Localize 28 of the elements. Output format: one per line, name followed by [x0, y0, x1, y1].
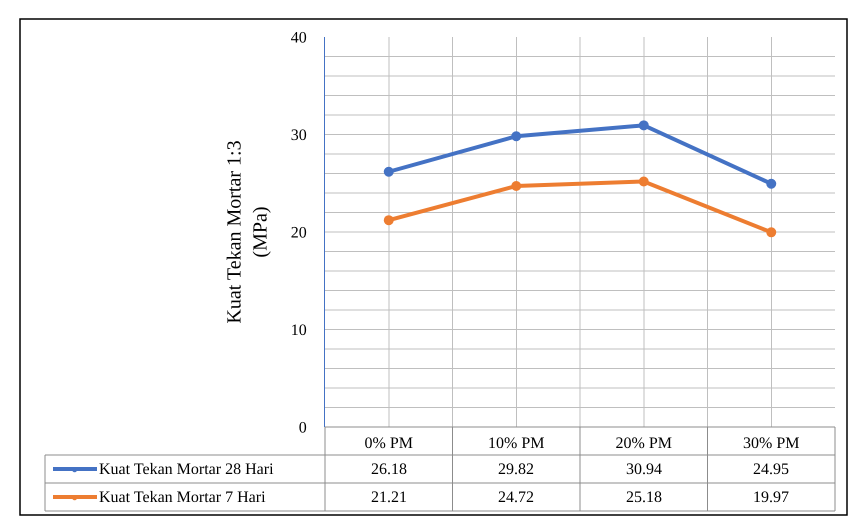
- point: [511, 131, 522, 142]
- y-tick-label: 0: [298, 420, 307, 437]
- y-tick-label: 40: [290, 30, 307, 47]
- data-label: 26.18: [371, 461, 407, 478]
- point: [766, 178, 776, 189]
- point: [384, 166, 394, 177]
- y-tick-label: 30: [290, 127, 307, 144]
- data-label: 21.21: [371, 489, 407, 506]
- y-tick-label: 20: [290, 224, 307, 242]
- x-tick-label: 20% PM: [616, 435, 672, 452]
- x-tick-label: 0% PM: [364, 435, 413, 452]
- legend-label: Kuat Tekan Mortar 28 Hari: [99, 461, 274, 478]
- x-tick-label: 10% PM: [488, 435, 544, 452]
- point: [766, 227, 776, 238]
- point: [511, 180, 522, 191]
- point: [638, 120, 649, 130]
- data-label: 25.18: [626, 489, 662, 506]
- data-label: 30.94: [626, 461, 662, 478]
- data-label: 29.82: [498, 461, 534, 478]
- data-label: 24.72: [498, 489, 534, 506]
- y-tick-label: 10: [290, 322, 307, 340]
- data-label: 24.95: [753, 461, 789, 478]
- y-axis-title: Kuat Tekan Mortar 1:3 (MPa): [223, 140, 272, 324]
- x-tick-label: 30% PM: [743, 435, 800, 452]
- point: [384, 215, 394, 226]
- point: [638, 176, 649, 186]
- legend-label: Kuat Tekan Mortar 7 Hari: [99, 489, 266, 506]
- data-label: 19.97: [753, 489, 789, 506]
